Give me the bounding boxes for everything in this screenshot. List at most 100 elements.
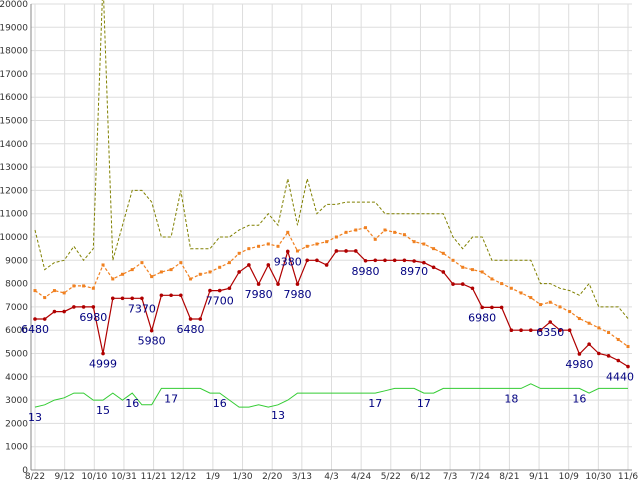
series-main-point — [499, 305, 504, 310]
series-main-point — [266, 263, 271, 267]
x-tick-label: 3/13 — [292, 472, 312, 480]
y-tick-label: 10000 — [0, 233, 28, 243]
series-average-point — [568, 310, 572, 314]
data-label: 13 — [271, 409, 285, 422]
series-main-point — [130, 296, 135, 301]
y-tick-label: 14000 — [0, 140, 28, 150]
data-label: 15 — [96, 404, 110, 417]
series-main-point — [606, 354, 611, 358]
series-main-point — [91, 305, 96, 309]
x-tick-label: 9/12 — [55, 472, 75, 480]
series-main-point — [587, 342, 591, 346]
y-tick-label: 2000 — [5, 419, 28, 429]
series-average-point — [82, 284, 86, 288]
series-main-point — [149, 328, 154, 333]
series-average-point — [616, 338, 620, 342]
series-average-point — [334, 235, 338, 239]
series-average-point — [422, 242, 426, 246]
series-main-point — [451, 282, 455, 286]
series-main-point — [110, 296, 115, 301]
series-average-point — [276, 244, 280, 248]
series-average-point — [189, 277, 193, 281]
x-tick-label: 2/20 — [262, 472, 282, 480]
series-average-point — [111, 277, 115, 281]
series-main-point — [363, 258, 368, 263]
data-label: 6480 — [177, 323, 205, 336]
x-tick-label: 10/9 — [559, 472, 579, 480]
series-average-point — [509, 286, 513, 290]
series-main-point — [441, 270, 446, 274]
series-average-point — [548, 300, 552, 304]
series-average-point — [500, 282, 504, 286]
series-average-point — [597, 326, 601, 330]
series-main-point — [42, 317, 47, 321]
series-main-point — [402, 258, 407, 263]
series-average-point — [150, 275, 154, 279]
x-tick-label: 9/11 — [529, 472, 549, 480]
data-label: 16 — [125, 397, 139, 410]
data-label: 13 — [28, 411, 42, 424]
series-average-point — [470, 268, 474, 272]
series-main-point — [480, 305, 484, 310]
series-average-point — [295, 249, 299, 253]
series-average-point — [33, 289, 37, 293]
y-tick-label: 8000 — [5, 280, 28, 290]
series-main-point — [548, 320, 553, 324]
data-label: 4980 — [565, 358, 593, 371]
data-label: 17 — [368, 397, 382, 410]
series-main-point — [62, 309, 66, 314]
series-average-point — [101, 263, 105, 267]
series-average-point — [432, 247, 436, 251]
x-axis-ticks: 8/22 9/12 10/10 10/31 11/21 12/12 1/9 1/30 2/20 3… — [25, 472, 638, 480]
series-average-point — [626, 345, 630, 349]
series-main-point — [81, 305, 86, 309]
axes — [30, 4, 632, 471]
x-tick-label: 4/24 — [351, 472, 371, 480]
data-label: 17 — [417, 397, 431, 410]
series-main-point — [460, 282, 465, 286]
series-main-point — [140, 296, 144, 301]
series-main-point — [383, 258, 387, 263]
series-average-point — [325, 240, 329, 244]
series-main-point — [626, 364, 630, 369]
y-tick-label: 9000 — [5, 256, 28, 266]
series-average-point — [286, 230, 290, 234]
series-average-point — [237, 251, 241, 255]
data-labels: 6480 6980 4999 7370 5980 6480 7700 7980 9380 7980… — [21, 255, 634, 424]
series-main-point — [256, 282, 261, 286]
series-main-point — [315, 258, 319, 263]
data-label: 4999 — [89, 358, 117, 371]
x-tick-label: 8/22 — [25, 472, 45, 480]
series-main-point — [285, 249, 290, 254]
series-main-point — [373, 258, 378, 263]
series-average-point — [393, 230, 397, 234]
series-main-point — [422, 260, 426, 265]
series-average-point — [558, 305, 562, 309]
series-main-point — [528, 328, 533, 333]
data-label: 18 — [504, 392, 518, 405]
x-tick-label: 7/3 — [443, 472, 457, 480]
x-tick-label: 8/21 — [499, 472, 519, 480]
y-tick-label: 17000 — [0, 70, 28, 80]
series-average-point — [519, 291, 523, 295]
series-average-point — [529, 296, 533, 300]
series-main-point — [519, 328, 523, 333]
series-average-point — [140, 261, 144, 265]
data-label: 7980 — [245, 288, 273, 301]
x-tick-label: 11/21 — [141, 472, 167, 480]
series-main-point — [431, 265, 436, 270]
series-average-point — [159, 270, 163, 274]
x-tick-label: 11/6 — [618, 472, 638, 480]
series-average-point — [62, 291, 66, 295]
series-average-point — [218, 265, 222, 269]
series-average-point — [587, 321, 591, 325]
series-average-point — [305, 244, 309, 248]
x-tick-label: 10/10 — [81, 472, 107, 480]
series-average-point — [344, 230, 348, 234]
series-group — [33, 0, 630, 408]
data-label: 16 — [213, 397, 227, 410]
series-average-point — [91, 286, 95, 290]
series-average-point — [198, 272, 202, 276]
data-label: 7980 — [283, 288, 311, 301]
